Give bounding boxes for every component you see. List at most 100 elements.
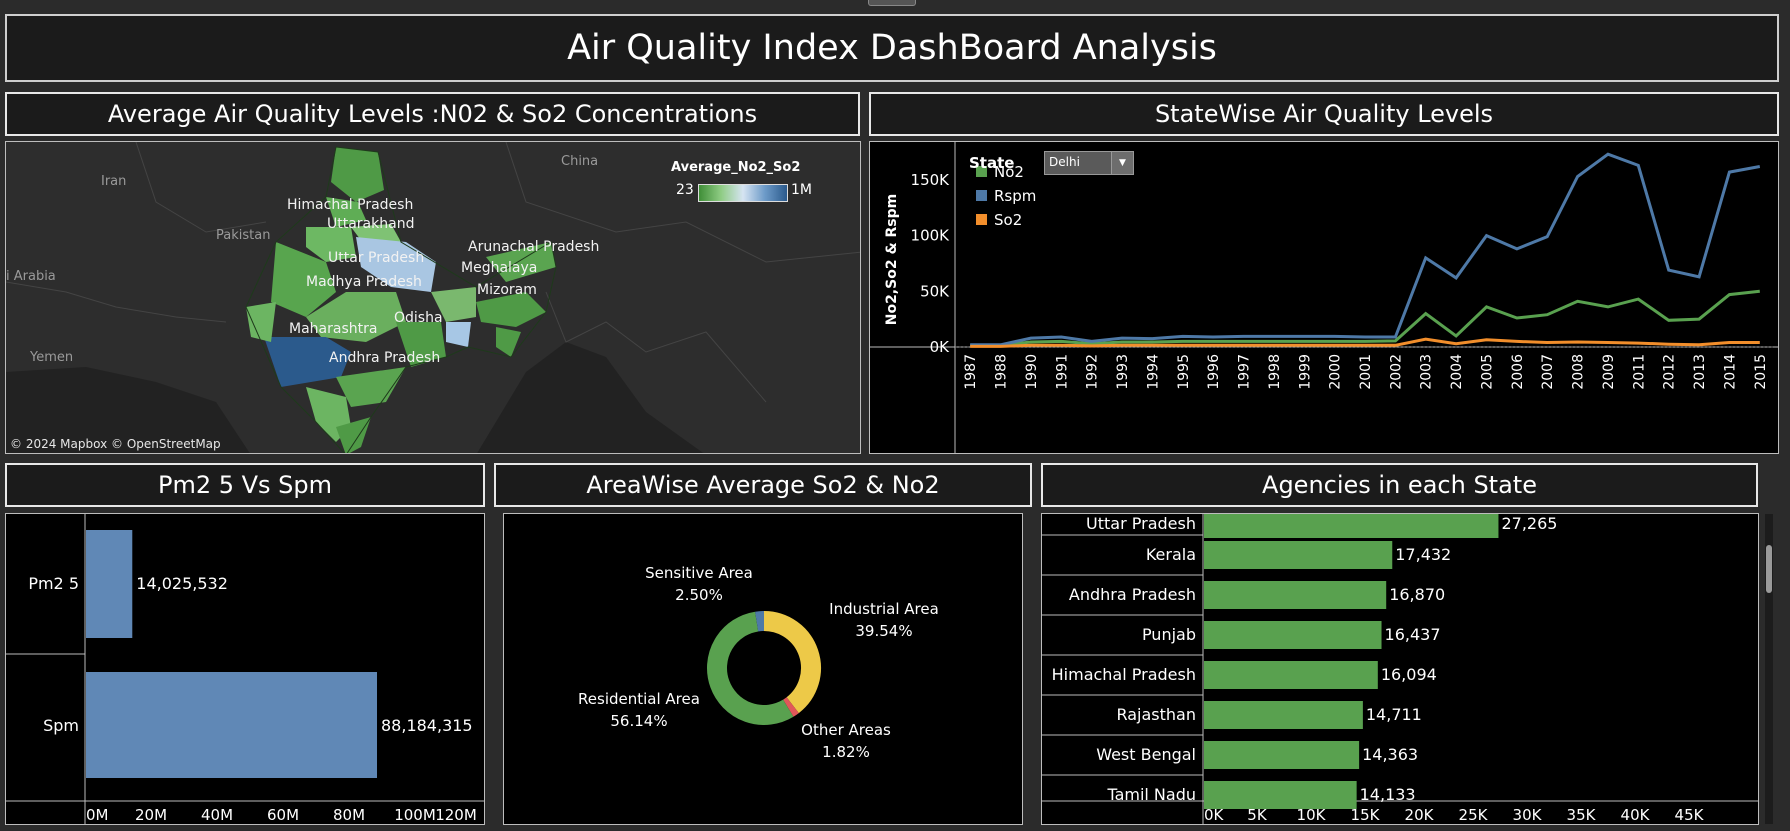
x-tick-label: 2011 bbox=[1631, 354, 1647, 390]
state-rajasthan[interactable] bbox=[271, 242, 336, 317]
agency-bar bbox=[1204, 741, 1360, 769]
pm-bar-chart[interactable]: Pm2 5 14,025,532 Spm 88,184,315 0M 20M 40M 60M 8… bbox=[6, 514, 485, 825]
map-panel[interactable]: China Iran Pakistan i Arabia Yemen Himac… bbox=[5, 141, 861, 454]
area-title: AreaWise Average So2 & No2 bbox=[586, 471, 940, 499]
y-tick-label: 50K bbox=[920, 282, 950, 300]
agency-bar bbox=[1204, 581, 1387, 609]
x-tick-label: 2002 bbox=[1388, 354, 1404, 390]
agency-category-label: Andhra Pradesh bbox=[1069, 585, 1196, 604]
chevron-down-icon[interactable]: ▼ bbox=[1111, 152, 1133, 174]
state-west-bengal[interactable] bbox=[446, 322, 471, 347]
pm-category-label: Spm bbox=[43, 716, 79, 735]
map-legend-title: Average_No2_So2 bbox=[671, 160, 801, 175]
x-tick-label: 2005 bbox=[1479, 354, 1495, 390]
y-tick-label: 100K bbox=[911, 227, 951, 245]
x-tick-label: 2013 bbox=[1692, 354, 1708, 390]
state-label-maharashtra: Maharashtra bbox=[289, 321, 378, 337]
area-title-box: AreaWise Average So2 & No2 bbox=[494, 463, 1032, 507]
agency-scroll-thumb[interactable] bbox=[1766, 545, 1772, 593]
top-handle[interactable] bbox=[868, 0, 916, 6]
pm-bar bbox=[86, 672, 378, 778]
state-label-arunachal: Arunachal Pradesh bbox=[468, 239, 600, 255]
agency-value-label: 17,432 bbox=[1395, 545, 1451, 564]
agency-x-tick-label: 0K bbox=[1204, 806, 1225, 824]
legend-swatch-no2 bbox=[976, 166, 987, 177]
line-title-box: StateWise Air Quality Levels bbox=[869, 92, 1779, 136]
agency-bar bbox=[1204, 701, 1363, 729]
agency-bar-chart[interactable]: Uttar Pradesh 27,265 Kerala 17,432 Andhra Pr… bbox=[1042, 514, 1759, 825]
agency-value-label: 16,094 bbox=[1381, 665, 1437, 684]
area-donut-chart[interactable]: Industrial Area 39.54% Other Areas 1.82% Res… bbox=[504, 514, 1023, 825]
y-tick-label: 0K bbox=[930, 338, 951, 356]
state-assam[interactable] bbox=[476, 292, 546, 327]
state-telangana-ap[interactable] bbox=[336, 367, 406, 407]
line-chart[interactable]: No2,So2 & Rspm 0K 50K 100K 150K 1987 1988 1990 1… bbox=[870, 142, 1779, 454]
x-tick-label: 1994 bbox=[1145, 354, 1161, 390]
agency-value-label: 16,870 bbox=[1389, 585, 1445, 604]
line-panel[interactable]: No2,So2 & Rspm 0K 50K 100K 150K 1987 1988 1990 1… bbox=[869, 141, 1779, 454]
agency-category-label: Rajasthan bbox=[1116, 705, 1196, 724]
state-mizoram[interactable] bbox=[496, 327, 521, 357]
state-punjab-haryana[interactable] bbox=[306, 227, 356, 262]
map-legend-gradient bbox=[698, 184, 788, 202]
area-panel[interactable]: Industrial Area 39.54% Other Areas 1.82% Res… bbox=[503, 513, 1023, 825]
x-tick-label: 2006 bbox=[1510, 354, 1526, 390]
agency-x-tick-label: 40K bbox=[1621, 806, 1651, 824]
agency-x-tick-label: 15K bbox=[1351, 806, 1381, 824]
state-gujarat[interactable] bbox=[246, 302, 276, 342]
agency-category-label: Himachal Pradesh bbox=[1052, 665, 1196, 684]
agency-category-label: Tamil Nadu bbox=[1106, 785, 1196, 804]
agency-x-tick-label: 5K bbox=[1247, 806, 1268, 824]
state-jk[interactable] bbox=[331, 147, 384, 202]
sea-area bbox=[6, 367, 250, 453]
state-tamil-nadu[interactable] bbox=[336, 417, 371, 454]
x-tick-label: 1991 bbox=[1054, 354, 1070, 390]
agency-x-tick-label: 25K bbox=[1459, 806, 1489, 824]
agency-x-tick-label: 20K bbox=[1405, 806, 1435, 824]
legend-label-so2: So2 bbox=[994, 211, 1022, 229]
state-label-uttarakhand: Uttarakhand bbox=[327, 216, 415, 232]
donut-label-sensitive-area: Sensitive Area bbox=[645, 564, 753, 582]
agency-bar bbox=[1204, 541, 1393, 569]
x-tick-label: 1996 bbox=[1206, 354, 1222, 390]
x-tick-label: 2007 bbox=[1540, 354, 1556, 390]
agency-scrollbar[interactable] bbox=[1765, 514, 1773, 824]
pm-value-label: 88,184,315 bbox=[381, 716, 473, 735]
dashboard-title-box: Air Quality Index DashBoard Analysis bbox=[5, 14, 1779, 82]
line-title: StateWise Air Quality Levels bbox=[1154, 100, 1494, 128]
state-label-meghalaya: Meghalaya bbox=[461, 260, 538, 276]
state-label-uttar-pradesh: Uttar Pradesh bbox=[328, 250, 425, 266]
agency-bar bbox=[1204, 661, 1378, 689]
pm-x-tick-label: 120M bbox=[435, 806, 477, 824]
state-himachal[interactable] bbox=[326, 197, 366, 227]
x-tick-label: 2008 bbox=[1571, 354, 1587, 390]
state-chhattisgarh-odisha[interactable] bbox=[396, 322, 446, 367]
state-filter-label: State bbox=[969, 154, 1015, 172]
state-filter-dropdown[interactable]: Delhi ▼ bbox=[1044, 151, 1134, 175]
pm-panel[interactable]: Pm2 5 14,025,532 Spm 88,184,315 0M 20M 40M 60M 8… bbox=[5, 513, 485, 825]
state-arunachal[interactable] bbox=[486, 242, 556, 282]
x-tick-label: 2000 bbox=[1328, 354, 1344, 390]
agency-value-label: 27,265 bbox=[1501, 514, 1557, 533]
agency-title-box: Agencies in each State bbox=[1041, 463, 1758, 507]
country-label-iran: Iran bbox=[101, 174, 127, 189]
pm-title: Pm2 5 Vs Spm bbox=[157, 471, 333, 499]
country-label-arabia: i Arabia bbox=[6, 269, 56, 284]
state-label-andhra-pradesh: Andhra Pradesh bbox=[329, 350, 441, 366]
state-label-madhya-pradesh: Madhya Pradesh bbox=[306, 274, 422, 290]
agency-panel[interactable]: Uttar Pradesh 27,265 Kerala 17,432 Andhra Pr… bbox=[1041, 513, 1759, 825]
map-attribution[interactable]: © 2024 Mapbox © OpenStreetMap bbox=[10, 437, 221, 451]
state-maharashtra[interactable] bbox=[264, 337, 351, 387]
pm-x-tick-label: 20M bbox=[135, 806, 167, 824]
x-tick-label: 1999 bbox=[1297, 354, 1313, 390]
donut-label-residential-area: Residential Area bbox=[578, 690, 700, 708]
x-tick-label: 2012 bbox=[1662, 354, 1678, 390]
state-bihar-jharkhand[interactable] bbox=[431, 287, 476, 322]
state-filter-value: Delhi bbox=[1049, 155, 1080, 169]
donut-label-other-areas: Other Areas bbox=[801, 721, 891, 739]
india-states[interactable] bbox=[246, 147, 556, 454]
donut-percent-other-areas: 1.82% bbox=[822, 743, 870, 761]
series-line-no2 bbox=[970, 289, 1760, 347]
state-madhya-pradesh[interactable] bbox=[306, 292, 406, 342]
donut-slice-other-areas bbox=[782, 697, 799, 717]
